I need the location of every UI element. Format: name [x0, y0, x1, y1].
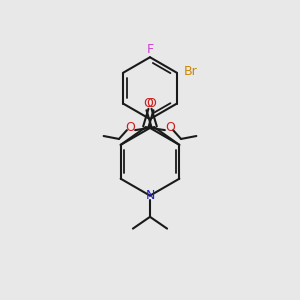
- Text: F: F: [146, 43, 154, 56]
- Text: O: O: [147, 97, 157, 110]
- Text: O: O: [125, 121, 135, 134]
- Text: Br: Br: [184, 65, 198, 78]
- Text: O: O: [143, 97, 153, 110]
- Text: O: O: [165, 121, 175, 134]
- Text: N: N: [145, 189, 155, 202]
